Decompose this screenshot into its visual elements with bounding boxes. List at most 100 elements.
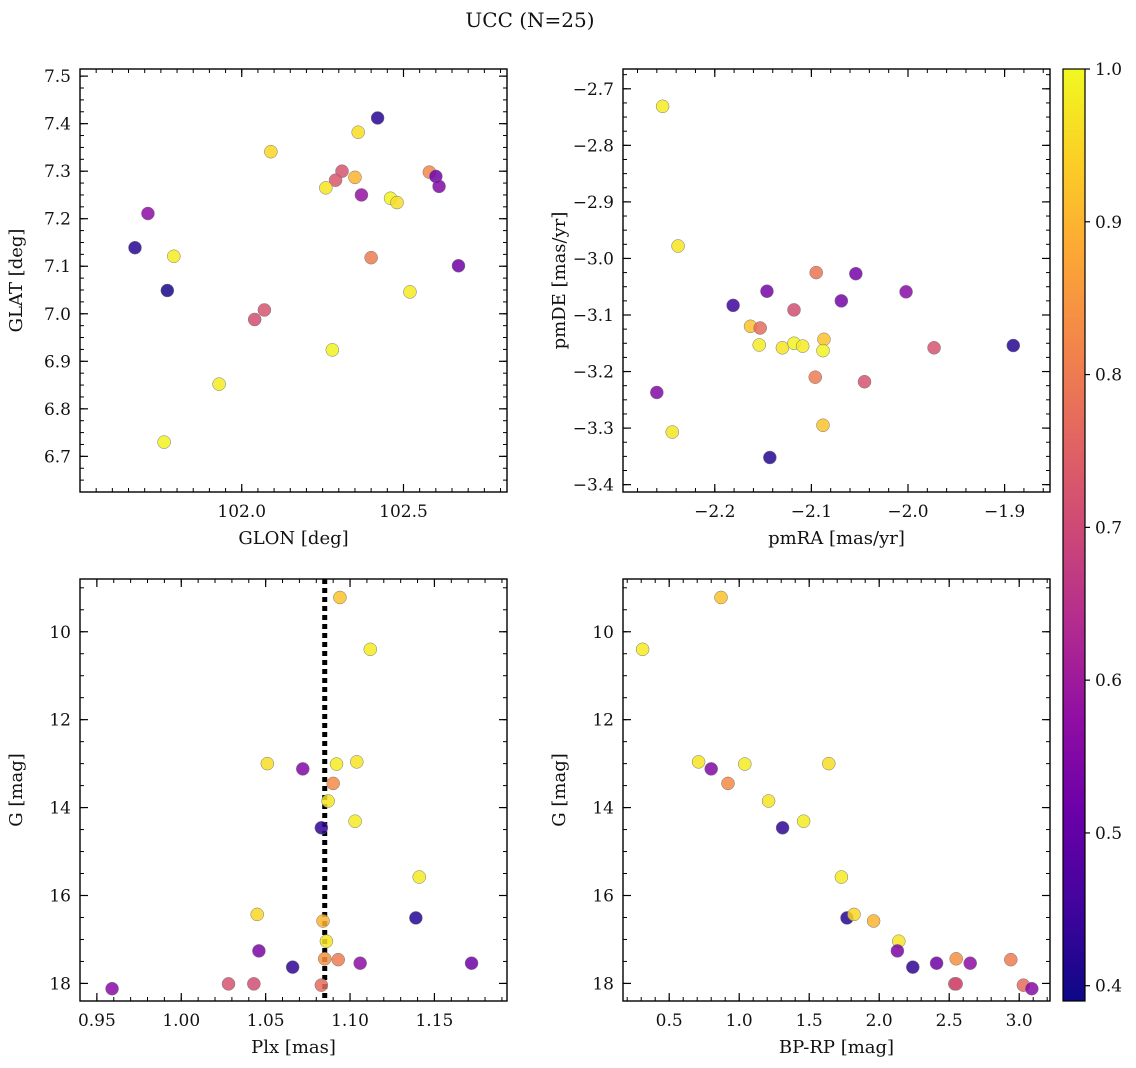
data-point bbox=[866, 914, 881, 928]
data-point bbox=[795, 339, 810, 353]
data-point bbox=[816, 343, 830, 358]
y-tick-label: 18 bbox=[592, 974, 614, 994]
data-point bbox=[738, 757, 752, 771]
data-point bbox=[252, 944, 266, 958]
major-ticks bbox=[623, 579, 1050, 1001]
data-point bbox=[212, 377, 226, 391]
data-point bbox=[704, 762, 718, 776]
data-point bbox=[329, 757, 344, 771]
x-tick-label: 1.05 bbox=[247, 1011, 285, 1031]
data-point bbox=[314, 978, 329, 992]
x-tick-label: 2.5 bbox=[936, 1011, 963, 1031]
x-tick-label: −2.2 bbox=[694, 502, 735, 522]
y-tick-label: −2.8 bbox=[573, 136, 614, 156]
x-axis-label: BP-RP [mag] bbox=[779, 1037, 894, 1058]
y-axis-label: GLAT [deg] bbox=[6, 229, 27, 333]
y-tick-label: 10 bbox=[49, 623, 71, 643]
x-tick-label: 2.0 bbox=[866, 1011, 893, 1031]
x-tick-label: 102.0 bbox=[217, 502, 266, 522]
data-point bbox=[247, 312, 262, 327]
y-tick-label: 7.4 bbox=[44, 115, 71, 135]
y-tick-label: 7.0 bbox=[44, 305, 71, 325]
data-point bbox=[899, 285, 913, 299]
data-point bbox=[328, 173, 343, 187]
data-point bbox=[906, 960, 920, 974]
y-tick-label: 18 bbox=[49, 974, 71, 994]
colorbar-frame bbox=[1062, 68, 1086, 1002]
y-tick-label: −2.9 bbox=[573, 193, 614, 213]
data-point bbox=[726, 298, 740, 313]
data-point bbox=[890, 944, 905, 958]
colorbar-tick-label: 0.6 bbox=[1095, 671, 1122, 691]
data-point bbox=[333, 590, 347, 605]
data-point bbox=[929, 956, 944, 970]
data-point bbox=[927, 341, 941, 355]
x-tick-label: 102.5 bbox=[379, 502, 428, 522]
data-point bbox=[326, 776, 340, 791]
colorbar-tick-label: 0.5 bbox=[1095, 824, 1122, 844]
y-axis-label: G [mag] bbox=[549, 753, 570, 826]
data-point bbox=[822, 756, 836, 771]
minor-ticks bbox=[623, 579, 1050, 1001]
y-axis-label: G [mag] bbox=[6, 753, 27, 826]
data-point bbox=[353, 956, 367, 970]
data-point bbox=[157, 435, 171, 449]
y-tick-label: 7.3 bbox=[44, 162, 71, 182]
data-point bbox=[370, 111, 385, 125]
colorbar-tick-label: 1.0 bbox=[1095, 60, 1122, 80]
data-point bbox=[847, 907, 861, 922]
data-point bbox=[296, 762, 310, 776]
data-point bbox=[752, 338, 766, 352]
data-point bbox=[1006, 338, 1021, 353]
data-point bbox=[364, 250, 378, 265]
data-point bbox=[167, 249, 181, 264]
minor-ticks bbox=[79, 69, 507, 493]
y-tick-label: 7.5 bbox=[44, 67, 71, 87]
y-tick-label: −2.7 bbox=[573, 80, 614, 100]
y-tick-label: −3.4 bbox=[573, 476, 614, 496]
scatter-points bbox=[650, 99, 1021, 465]
axes-frame bbox=[79, 68, 508, 493]
data-point bbox=[665, 425, 680, 439]
scatter-points bbox=[128, 111, 466, 449]
x-tick-label: 0.95 bbox=[78, 1011, 116, 1031]
data-point bbox=[857, 374, 872, 389]
data-point bbox=[221, 977, 236, 991]
panel-glon-glat: 102.0 102.5 6.7 6.8 6.9 7.0 7.1 7.2 7.3 7.4 7.5 GLO… bbox=[6, 67, 508, 549]
x-tick-label: 1.5 bbox=[796, 1011, 823, 1031]
figure-title: UCC (N=25) bbox=[465, 8, 594, 32]
y-tick-label: 7.2 bbox=[44, 210, 71, 230]
x-tick-label: −2.0 bbox=[887, 502, 928, 522]
data-point bbox=[354, 188, 369, 202]
data-point bbox=[141, 206, 155, 221]
y-tick-label: 14 bbox=[592, 799, 614, 819]
data-point bbox=[105, 981, 119, 996]
data-point bbox=[775, 341, 790, 355]
data-point bbox=[412, 870, 426, 884]
data-point bbox=[351, 125, 365, 139]
data-point bbox=[721, 776, 735, 791]
y-tick-label: 7.1 bbox=[44, 257, 71, 277]
colorbar-tick-label: 0.4 bbox=[1095, 977, 1122, 997]
x-tick-label: −2.1 bbox=[791, 502, 832, 522]
data-point bbox=[763, 450, 777, 465]
y-tick-label: 16 bbox=[592, 887, 614, 907]
data-point bbox=[714, 590, 728, 605]
data-point bbox=[787, 303, 801, 317]
data-point bbox=[849, 266, 863, 281]
x-tick-label: 0.5 bbox=[656, 1011, 683, 1031]
axes-frame bbox=[622, 578, 1051, 1002]
data-point bbox=[314, 821, 329, 835]
data-point bbox=[403, 285, 417, 299]
data-point bbox=[348, 170, 362, 185]
colorbar-fill bbox=[1063, 69, 1085, 1001]
data-point bbox=[317, 952, 332, 966]
colorbar: 0.4 0.5 0.6 0.7 0.8 0.9 1.0 bbox=[1062, 60, 1122, 1002]
major-ticks bbox=[623, 69, 1050, 492]
major-ticks bbox=[80, 69, 507, 492]
y-tick-label: 6.7 bbox=[44, 447, 71, 467]
y-tick-label: −3.0 bbox=[573, 249, 614, 269]
y-tick-label: 10 bbox=[592, 623, 614, 643]
y-tick-label: −3.2 bbox=[573, 363, 614, 383]
panel-plx-g: 0.95 1.00 1.05 1.10 1.15 10 12 14 16 18 Plx [mas] G… bbox=[6, 578, 508, 1058]
